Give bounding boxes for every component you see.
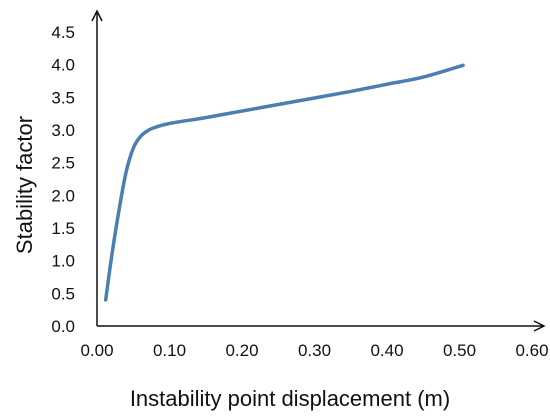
y-axis-title: Stability factor	[12, 116, 37, 254]
y-tick-label: 2.0	[51, 186, 75, 205]
x-tick-labels: 0.00 0.10 0.20 0.30 0.40 0.50 0.60	[80, 341, 548, 360]
y-tick-label: 0.0	[51, 317, 75, 336]
x-tick-label: 0.00	[80, 341, 113, 360]
x-tick-label: 0.10	[153, 341, 186, 360]
y-tick-label: 2.5	[51, 154, 75, 173]
x-axis-arrow	[533, 320, 546, 332]
y-tick-label: 3.0	[51, 121, 75, 140]
y-tick-label: 1.0	[51, 252, 75, 271]
y-tick-label: 0.5	[51, 284, 75, 303]
y-tick-label: 3.5	[51, 88, 75, 107]
x-tick-label: 0.30	[298, 341, 331, 360]
axes	[91, 9, 546, 332]
y-axis-arrow	[91, 9, 103, 22]
y-tick-label: 4.5	[51, 23, 75, 42]
y-tick-label: 1.5	[51, 219, 75, 238]
x-tick-label: 0.50	[443, 341, 476, 360]
y-tick-labels: 0.0 0.5 1.0 1.5 2.0 2.5 3.0 3.5 4.0 4.5	[51, 23, 75, 336]
series-layer	[103, 63, 465, 302]
x-tick-label: 0.20	[225, 341, 258, 360]
y-tick-label: 4.0	[51, 56, 75, 75]
x-tick-label: 0.60	[515, 341, 548, 360]
x-tick-label: 0.40	[370, 341, 403, 360]
series-line	[103, 63, 465, 302]
x-axis-title: Instability point displacement (m)	[130, 386, 450, 411]
